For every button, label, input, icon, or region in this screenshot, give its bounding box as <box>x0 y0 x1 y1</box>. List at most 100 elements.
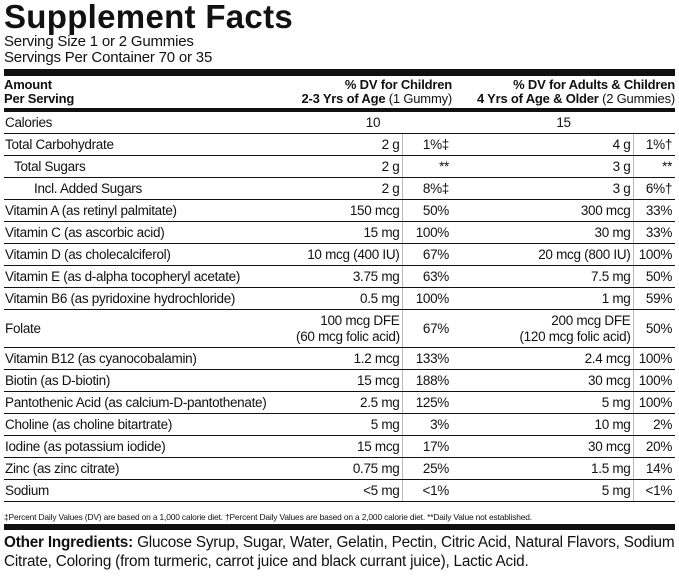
amount: 15 <box>452 112 676 134</box>
nutrient-row: Vitamin B6 (as pyridoxine hydrochloride)… <box>4 287 676 310</box>
amount: 0.75 mg <box>294 457 402 480</box>
daily-value: 67% <box>401 309 453 348</box>
nutrient-row: Total Sugars 2 g ** 3 g ** <box>4 155 676 178</box>
nutrient-row: Total Carbohydrate 2 g 1%‡ 4 g 1%† <box>4 133 676 156</box>
daily-value: 50% <box>401 199 453 222</box>
serving-size: Serving Size 1 or 2 Gummies <box>4 33 194 50</box>
amount: 10 <box>294 112 453 134</box>
nutrient-row: Choline (as choline bitartrate) 5 mg 3% 10 … <box>4 413 676 436</box>
nutrient-row: Sodium <5 mg <1% 5 mg <1% <box>4 479 676 502</box>
daily-value: 20% <box>632 435 676 458</box>
daily-value: 188% <box>401 369 453 392</box>
daily-value: 1%† <box>632 133 676 156</box>
nutrient-name: Sodium <box>4 479 294 502</box>
nutrient-name: Vitamin D (as cholecalciferol) <box>4 243 294 266</box>
amount: 2 g <box>294 133 402 156</box>
amount: 7.5 mg <box>452 265 634 288</box>
amount: 3.75 mg <box>294 265 402 288</box>
daily-value: 125% <box>401 391 453 414</box>
other-ingredients: Other Ingredients: Glucose Syrup, Sugar,… <box>4 533 675 571</box>
nutrient-row: Vitamin B12 (as cyanocobalamin) 1.2 mcg 13… <box>4 347 676 370</box>
nutrient-name: Choline (as choline bitartrate) <box>4 413 294 436</box>
daily-value: <1% <box>401 479 453 502</box>
amount: 300 mcg <box>452 199 634 222</box>
amount: 30 mg <box>452 221 634 244</box>
nutrient-name: Zinc (as zinc citrate) <box>4 457 294 480</box>
daily-value: 100% <box>632 369 676 392</box>
footnote: ‡Percent Daily Values (DV) are based on … <box>4 512 532 522</box>
nutrient-name: Vitamin A (as retinyl palmitate) <box>4 199 294 222</box>
amount: 30 mcg <box>452 369 634 392</box>
daily-value: 59% <box>632 287 676 310</box>
nutrient-name: Folate <box>4 309 294 348</box>
amount-line: 200 mcg DFE <box>551 312 631 328</box>
amount: <5 mg <box>294 479 402 502</box>
nutrient-name: Pantothenic Acid (as calcium-D-pantothen… <box>4 391 294 414</box>
nutrient-name: Vitamin B6 (as pyridoxine hydrochloride) <box>4 287 294 310</box>
amount: 15 mcg <box>294 369 402 392</box>
amount: 15 mcg <box>294 435 402 458</box>
amount: 1 mg <box>452 287 634 310</box>
nutrient-name: Vitamin C (as ascorbic acid) <box>4 221 294 244</box>
nutrient-row: Incl. Added Sugars 2 g 8%‡ 3 g 6%† <box>4 177 676 200</box>
daily-value: 17% <box>401 435 453 458</box>
nutrient-name: Vitamin B12 (as cyanocobalamin) <box>4 347 294 370</box>
nutrient-row: Pantothenic Acid (as calcium-D-pantothen… <box>4 391 676 414</box>
daily-value: 100% <box>401 287 453 310</box>
daily-value: ** <box>401 155 453 178</box>
amount: 3 g <box>452 177 634 200</box>
other-ingredients-label: Other Ingredients: <box>4 534 133 551</box>
adults-qty: (2 Gummies) <box>602 91 675 106</box>
amount: 1.5 mg <box>452 457 634 480</box>
daily-value: 67% <box>401 243 453 266</box>
amount: 30 mcg <box>452 435 634 458</box>
header-amount: Amount Per Serving <box>4 78 294 108</box>
header-children: % DV for Children 2-3 Yrs of Age (1 Gumm… <box>294 78 452 108</box>
amount: 15 mg <box>294 221 402 244</box>
nutrient-name: Vitamin E (as d-alpha tocopheryl acetate… <box>4 265 294 288</box>
nutrient-row: Zinc (as zinc citrate) 0.75 mg 25% 1.5 mg 14… <box>4 457 676 480</box>
amount-line: 100 mcg DFE <box>320 312 400 328</box>
daily-value: 50% <box>632 265 676 288</box>
amount: 2 g <box>294 177 402 200</box>
daily-value: 63% <box>401 265 453 288</box>
header-adults: % DV for Adults & Children 4 Yrs of Age … <box>452 78 675 108</box>
table-header: Amount Per Serving % DV for Children 2-3… <box>4 78 675 112</box>
amount: 200 mcg DFE (120 mcg folic acid) <box>452 309 634 348</box>
nutrient-row: Calories 10 15 <box>4 112 676 134</box>
amount-line: (60 mcg folic acid) <box>296 328 400 344</box>
amount: 2.4 mcg <box>452 347 634 370</box>
amount: 4 g <box>452 133 634 156</box>
nutrient-row: Vitamin C (as ascorbic acid) 15 mg 100% 30 … <box>4 221 676 244</box>
nutrient-name: Incl. Added Sugars <box>4 177 294 200</box>
divider <box>4 69 675 76</box>
amount: 20 mcg (800 IU) <box>452 243 634 266</box>
daily-value: 133% <box>401 347 453 370</box>
amount: 3 g <box>452 155 634 178</box>
amount: 100 mcg DFE (60 mcg folic acid) <box>294 309 402 348</box>
amount: 5 mg <box>294 413 402 436</box>
amount: 10 mg <box>452 413 634 436</box>
daily-value: 100% <box>632 347 676 370</box>
daily-value: 50% <box>632 309 676 348</box>
amount: 2 g <box>294 155 402 178</box>
daily-value: 8%‡ <box>401 177 453 200</box>
daily-value: 100% <box>632 243 676 266</box>
daily-value: <1% <box>632 479 676 502</box>
amount: 10 mcg (400 IU) <box>294 243 402 266</box>
amount: 5 mg <box>452 479 634 502</box>
nutrient-name: Biotin (as D-biotin) <box>4 369 294 392</box>
nutrient-row: Vitamin A (as retinyl palmitate) 150 mcg 5… <box>4 199 676 222</box>
daily-value: 2% <box>632 413 676 436</box>
children-qty: (1 Gummy) <box>388 91 452 106</box>
daily-value: 33% <box>632 199 676 222</box>
other-ingredients-text: Glucose Syrup, Sugar, Water, Gelatin, Pe… <box>4 534 675 570</box>
nutrient-row: Biotin (as D-biotin) 15 mcg 188% 30 mcg 100% <box>4 369 676 392</box>
supplement-facts-label: Supplement Facts Serving Size 1 or 2 Gum… <box>4 0 675 571</box>
nutrient-name: Total Carbohydrate <box>4 133 294 156</box>
daily-value: 1%‡ <box>401 133 453 156</box>
daily-value: ** <box>632 155 676 178</box>
nutrient-row: Vitamin D (as cholecalciferol) 10 mcg (40… <box>4 243 676 266</box>
